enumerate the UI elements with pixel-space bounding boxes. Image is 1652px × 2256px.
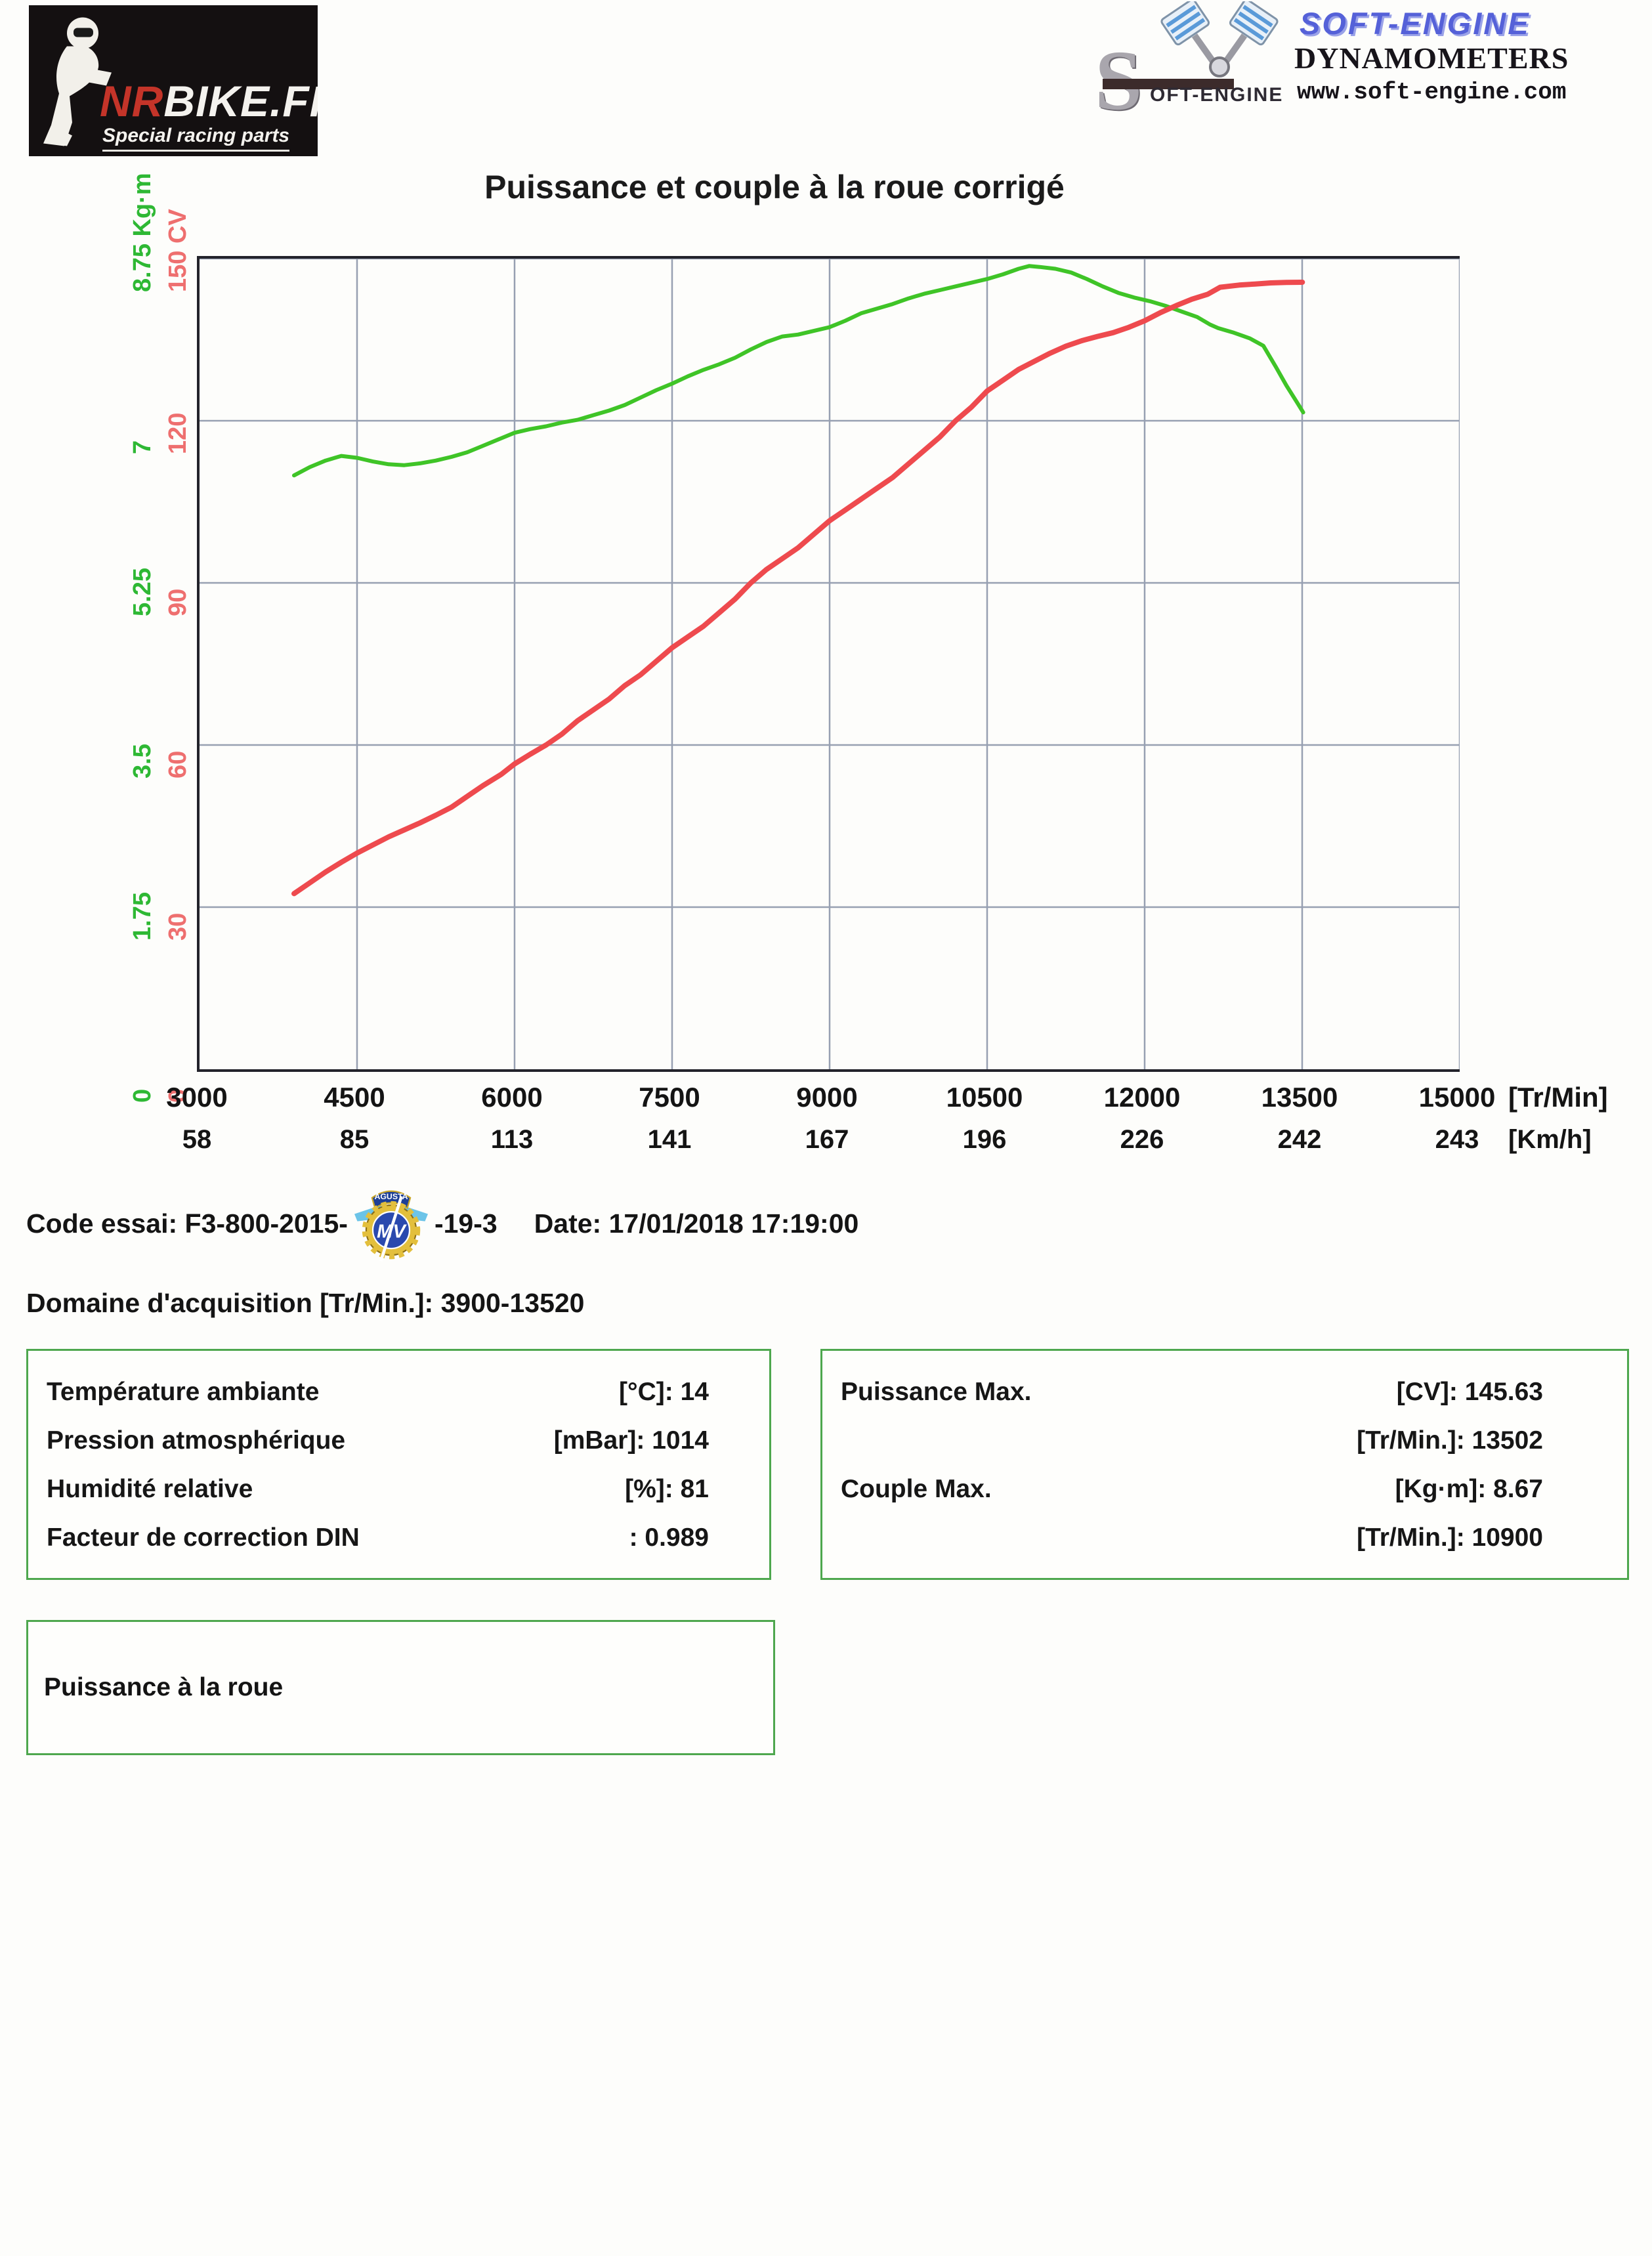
y-tick-label: 7: [129, 440, 156, 454]
softengine-bar: [1103, 79, 1234, 89]
x-tick-label: 15000: [1418, 1082, 1496, 1113]
x-tick-label: 141: [647, 1125, 692, 1154]
x-tick-label: 113: [490, 1125, 534, 1154]
info-value: [Tr/Min.]: 10900: [1357, 1523, 1543, 1552]
info-row: Puissance Max. [CV]: 145.63: [822, 1368, 1627, 1416]
x-tick-label: 13500: [1261, 1082, 1338, 1113]
nrbike-wordmark: NRBIKE.FR: [100, 76, 318, 126]
info-label: Facteur de correction DIN: [47, 1523, 360, 1552]
nrbike-tagline: Special racing parts: [102, 125, 290, 152]
info-row: [Tr/Min.]: 10900: [822, 1514, 1627, 1562]
x-tick-label: 242: [1277, 1125, 1322, 1154]
info-value: [°C]: 14: [619, 1378, 709, 1406]
x-tick-label: 226: [1120, 1125, 1164, 1154]
info-row: Couple Max. [Kg·m]: 8.67: [822, 1465, 1627, 1514]
power-at-wheel-box: Puissance à la roue: [26, 1620, 775, 1755]
x-tick-label: 58: [182, 1125, 212, 1154]
power-at-wheel-label: Puissance à la roue: [44, 1673, 284, 1701]
info-value: [%]: 81: [625, 1475, 709, 1503]
y-tick-label: 120: [164, 412, 192, 454]
pistons-icon: [1160, 1, 1279, 77]
chart-canvas: [200, 259, 1460, 1069]
motorcycle-rider-icon: [43, 17, 112, 146]
couple-curve: [292, 264, 1305, 478]
y-tick-label: 3.5: [129, 744, 156, 778]
x-tick-label: 85: [339, 1125, 370, 1154]
environment-box: Température ambiante [°C]: 14 Pression atm…: [26, 1349, 771, 1580]
softengine-logotype: OFT-ENGINE: [1150, 84, 1284, 106]
info-row: Facteur de correction DIN : 0.989: [28, 1514, 769, 1562]
page-title: Puissance et couple à la roue corrigé: [484, 169, 1065, 205]
info-value: [Tr/Min.]: 13502: [1357, 1426, 1543, 1455]
x-tick-label: 4500: [324, 1082, 385, 1113]
info-row: Pression atmosphérique [mBar]: 1014: [28, 1416, 769, 1465]
softengine-logo: S OFT-ENGINE SOFT-ENGINE DYNAMOMETERS ww…: [1090, 0, 1652, 148]
info-row: Humidité relative [%]: 81: [28, 1465, 769, 1514]
info-row: Température ambiante [°C]: 14: [28, 1368, 769, 1416]
test-date: Date: 17/01/2018 17:19:00: [534, 1208, 859, 1239]
y-tick-label: 5.25: [129, 568, 156, 616]
dyno-chart: [197, 256, 1460, 1072]
y-tick-label: 0: [129, 1088, 156, 1103]
acquisition-domain: Domaine d'acquisition [Tr/Min.]: 3900-13…: [26, 1288, 585, 1318]
nrbike-logo: NRBIKE.FR Special racing parts: [29, 5, 318, 156]
info-label: Couple Max.: [841, 1475, 992, 1503]
info-label: Température ambiante: [47, 1378, 320, 1406]
info-label: Humidité relative: [47, 1475, 253, 1503]
info-value: [Kg·m]: 8.67: [1395, 1475, 1543, 1503]
x-tick-label: 196: [962, 1125, 1007, 1154]
x-tick-label: 12000: [1103, 1082, 1181, 1113]
info-label: Pression atmosphérique: [47, 1426, 346, 1455]
softengine-brand: SOFT-ENGINE: [1300, 6, 1531, 41]
nrbike-bikefr: BIKE.FR: [163, 77, 318, 125]
puissance-curve: [291, 280, 1305, 897]
y-tick-label: 1.75: [129, 892, 156, 941]
x-tick-label: 243: [1435, 1125, 1479, 1154]
x-axis-unit: [Km/h]: [1508, 1125, 1592, 1154]
test-code-suffix: -19-3: [434, 1208, 498, 1239]
x-tick-label: 3000: [166, 1082, 228, 1113]
x-tick-label: 9000: [796, 1082, 858, 1113]
nrbike-nr: NR: [100, 77, 164, 125]
x-axis-unit: [Tr/Min]: [1508, 1082, 1608, 1113]
info-label: Puissance Max.: [841, 1378, 1032, 1406]
info-value: : 0.989: [629, 1523, 709, 1552]
y-tick-label: 8.75 Kg·m: [129, 173, 156, 292]
test-code-line: Code essai: F3-800-2015- AGUSTA MV -19-3…: [26, 1180, 858, 1267]
x-tick-label: 167: [805, 1125, 849, 1154]
gridlines: [200, 259, 1460, 1069]
mv-agusta-logo: AGUSTA MV: [354, 1190, 428, 1262]
y-tick-label: 90: [164, 588, 192, 616]
max-values-box: Puissance Max. [CV]: 145.63 [Tr/Min.]: 135…: [820, 1349, 1629, 1580]
info-value: [CV]: 145.63: [1396, 1378, 1543, 1406]
test-code-prefix: Code essai: F3-800-2015-: [26, 1208, 348, 1239]
x-tick-label: 7500: [639, 1082, 700, 1113]
y-tick-label: 60: [164, 750, 192, 778]
mv-banner-text: AGUSTA: [374, 1192, 408, 1201]
info-value: [mBar]: 1014: [553, 1426, 709, 1455]
info-row: [Tr/Min.]: 13502: [822, 1416, 1627, 1465]
x-tick-label: 10500: [946, 1082, 1023, 1113]
softengine-url: www.soft-engine.com: [1297, 79, 1567, 106]
softengine-dynamometers: DYNAMOMETERS: [1294, 41, 1569, 75]
x-tick-label: 6000: [481, 1082, 543, 1113]
y-tick-label: 30: [164, 912, 192, 941]
y-tick-label: 150 CV: [164, 209, 192, 292]
